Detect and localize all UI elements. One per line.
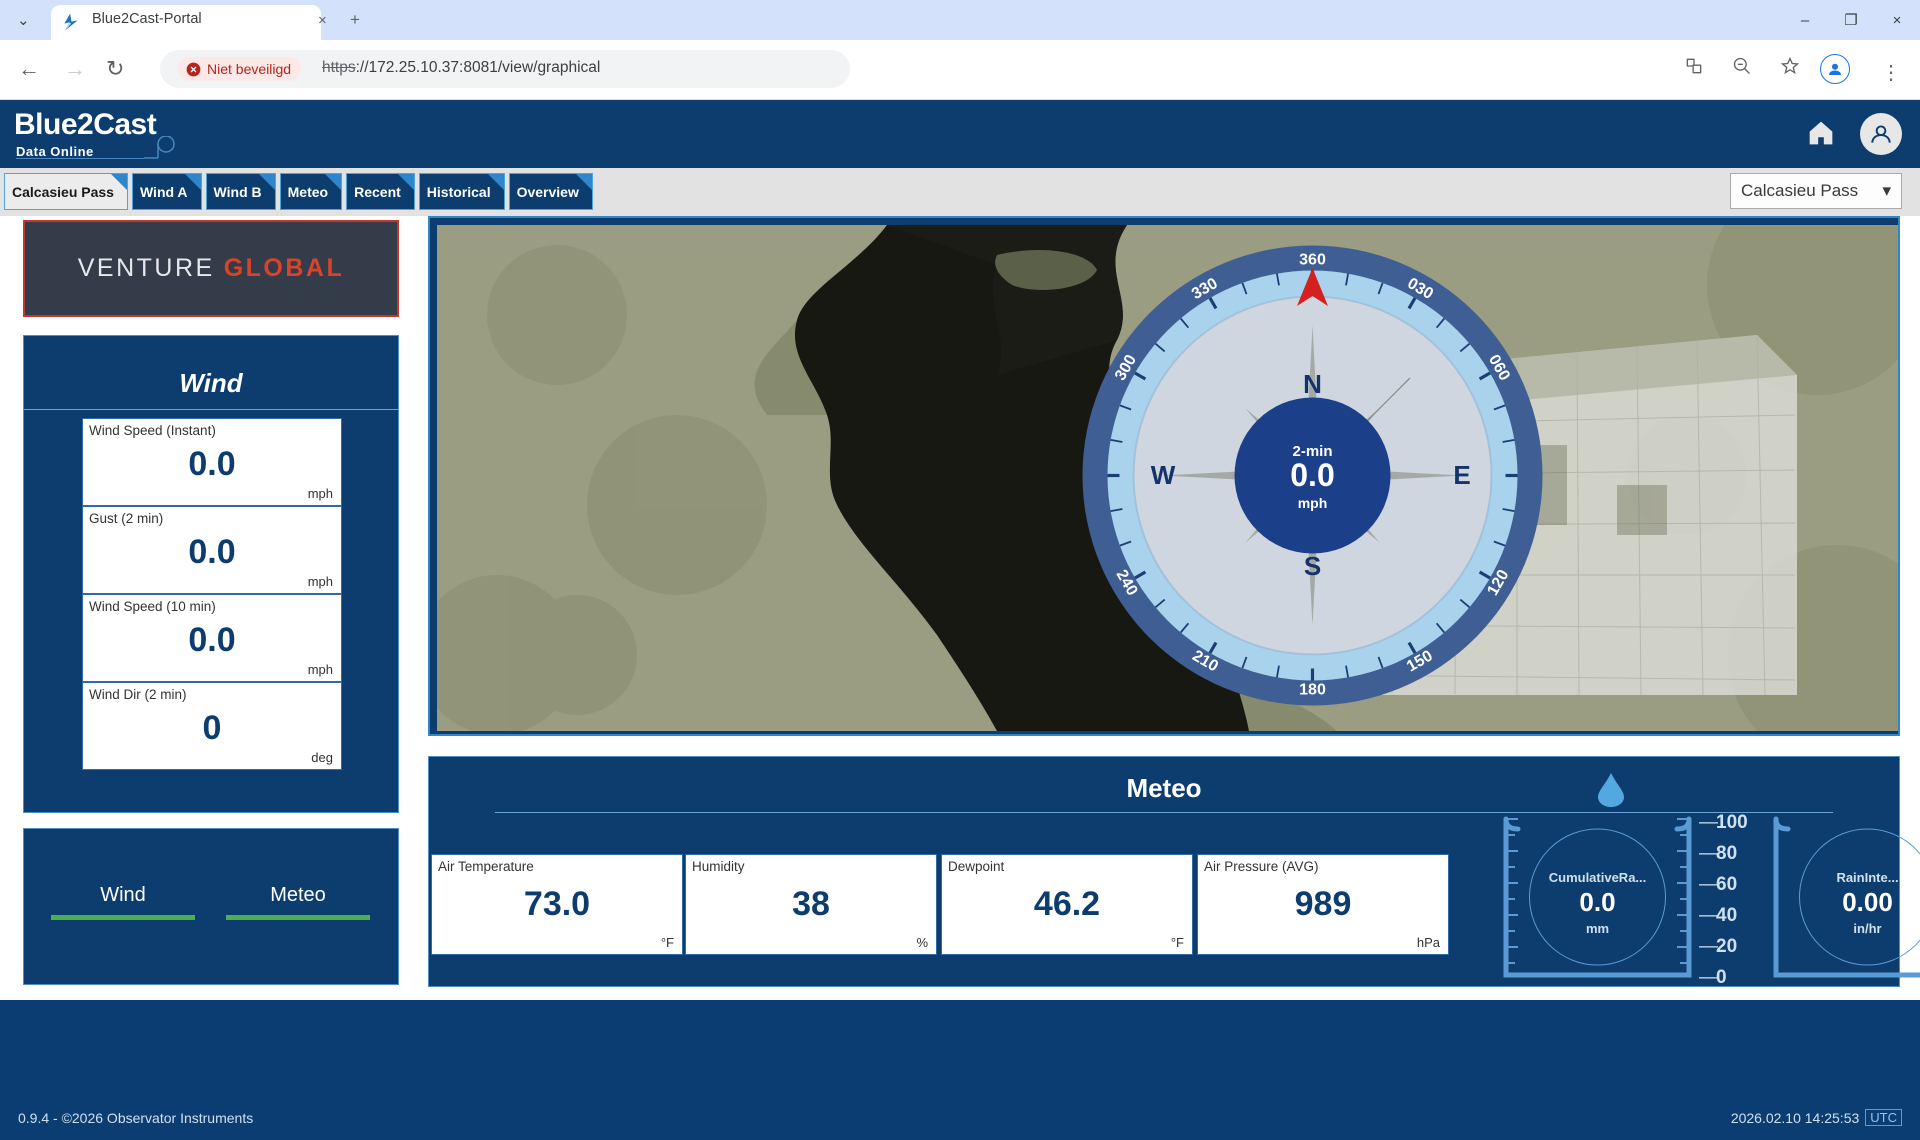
svg-text:20: 20 xyxy=(1716,936,1737,957)
svg-text:—: — xyxy=(1699,936,1718,957)
svg-text:mph: mph xyxy=(1298,495,1328,511)
svg-text:0.0: 0.0 xyxy=(1290,457,1334,493)
svg-text:—: — xyxy=(1699,905,1718,926)
svg-text:80: 80 xyxy=(1716,843,1737,864)
svg-text:40: 40 xyxy=(1716,905,1737,926)
svg-text:100: 100 xyxy=(1716,812,1748,833)
svg-text:N: N xyxy=(1303,369,1322,399)
svg-text:S: S xyxy=(1304,551,1321,581)
svg-text:—: — xyxy=(1699,812,1718,833)
svg-text:—: — xyxy=(1699,874,1718,895)
svg-text:—: — xyxy=(1699,843,1718,864)
svg-text:E: E xyxy=(1453,460,1470,490)
svg-text:—: — xyxy=(1699,967,1718,985)
svg-text:W: W xyxy=(1151,460,1176,490)
svg-text:180: 180 xyxy=(1299,682,1326,699)
svg-text:60: 60 xyxy=(1716,874,1737,895)
svg-text:360: 360 xyxy=(1299,252,1326,269)
